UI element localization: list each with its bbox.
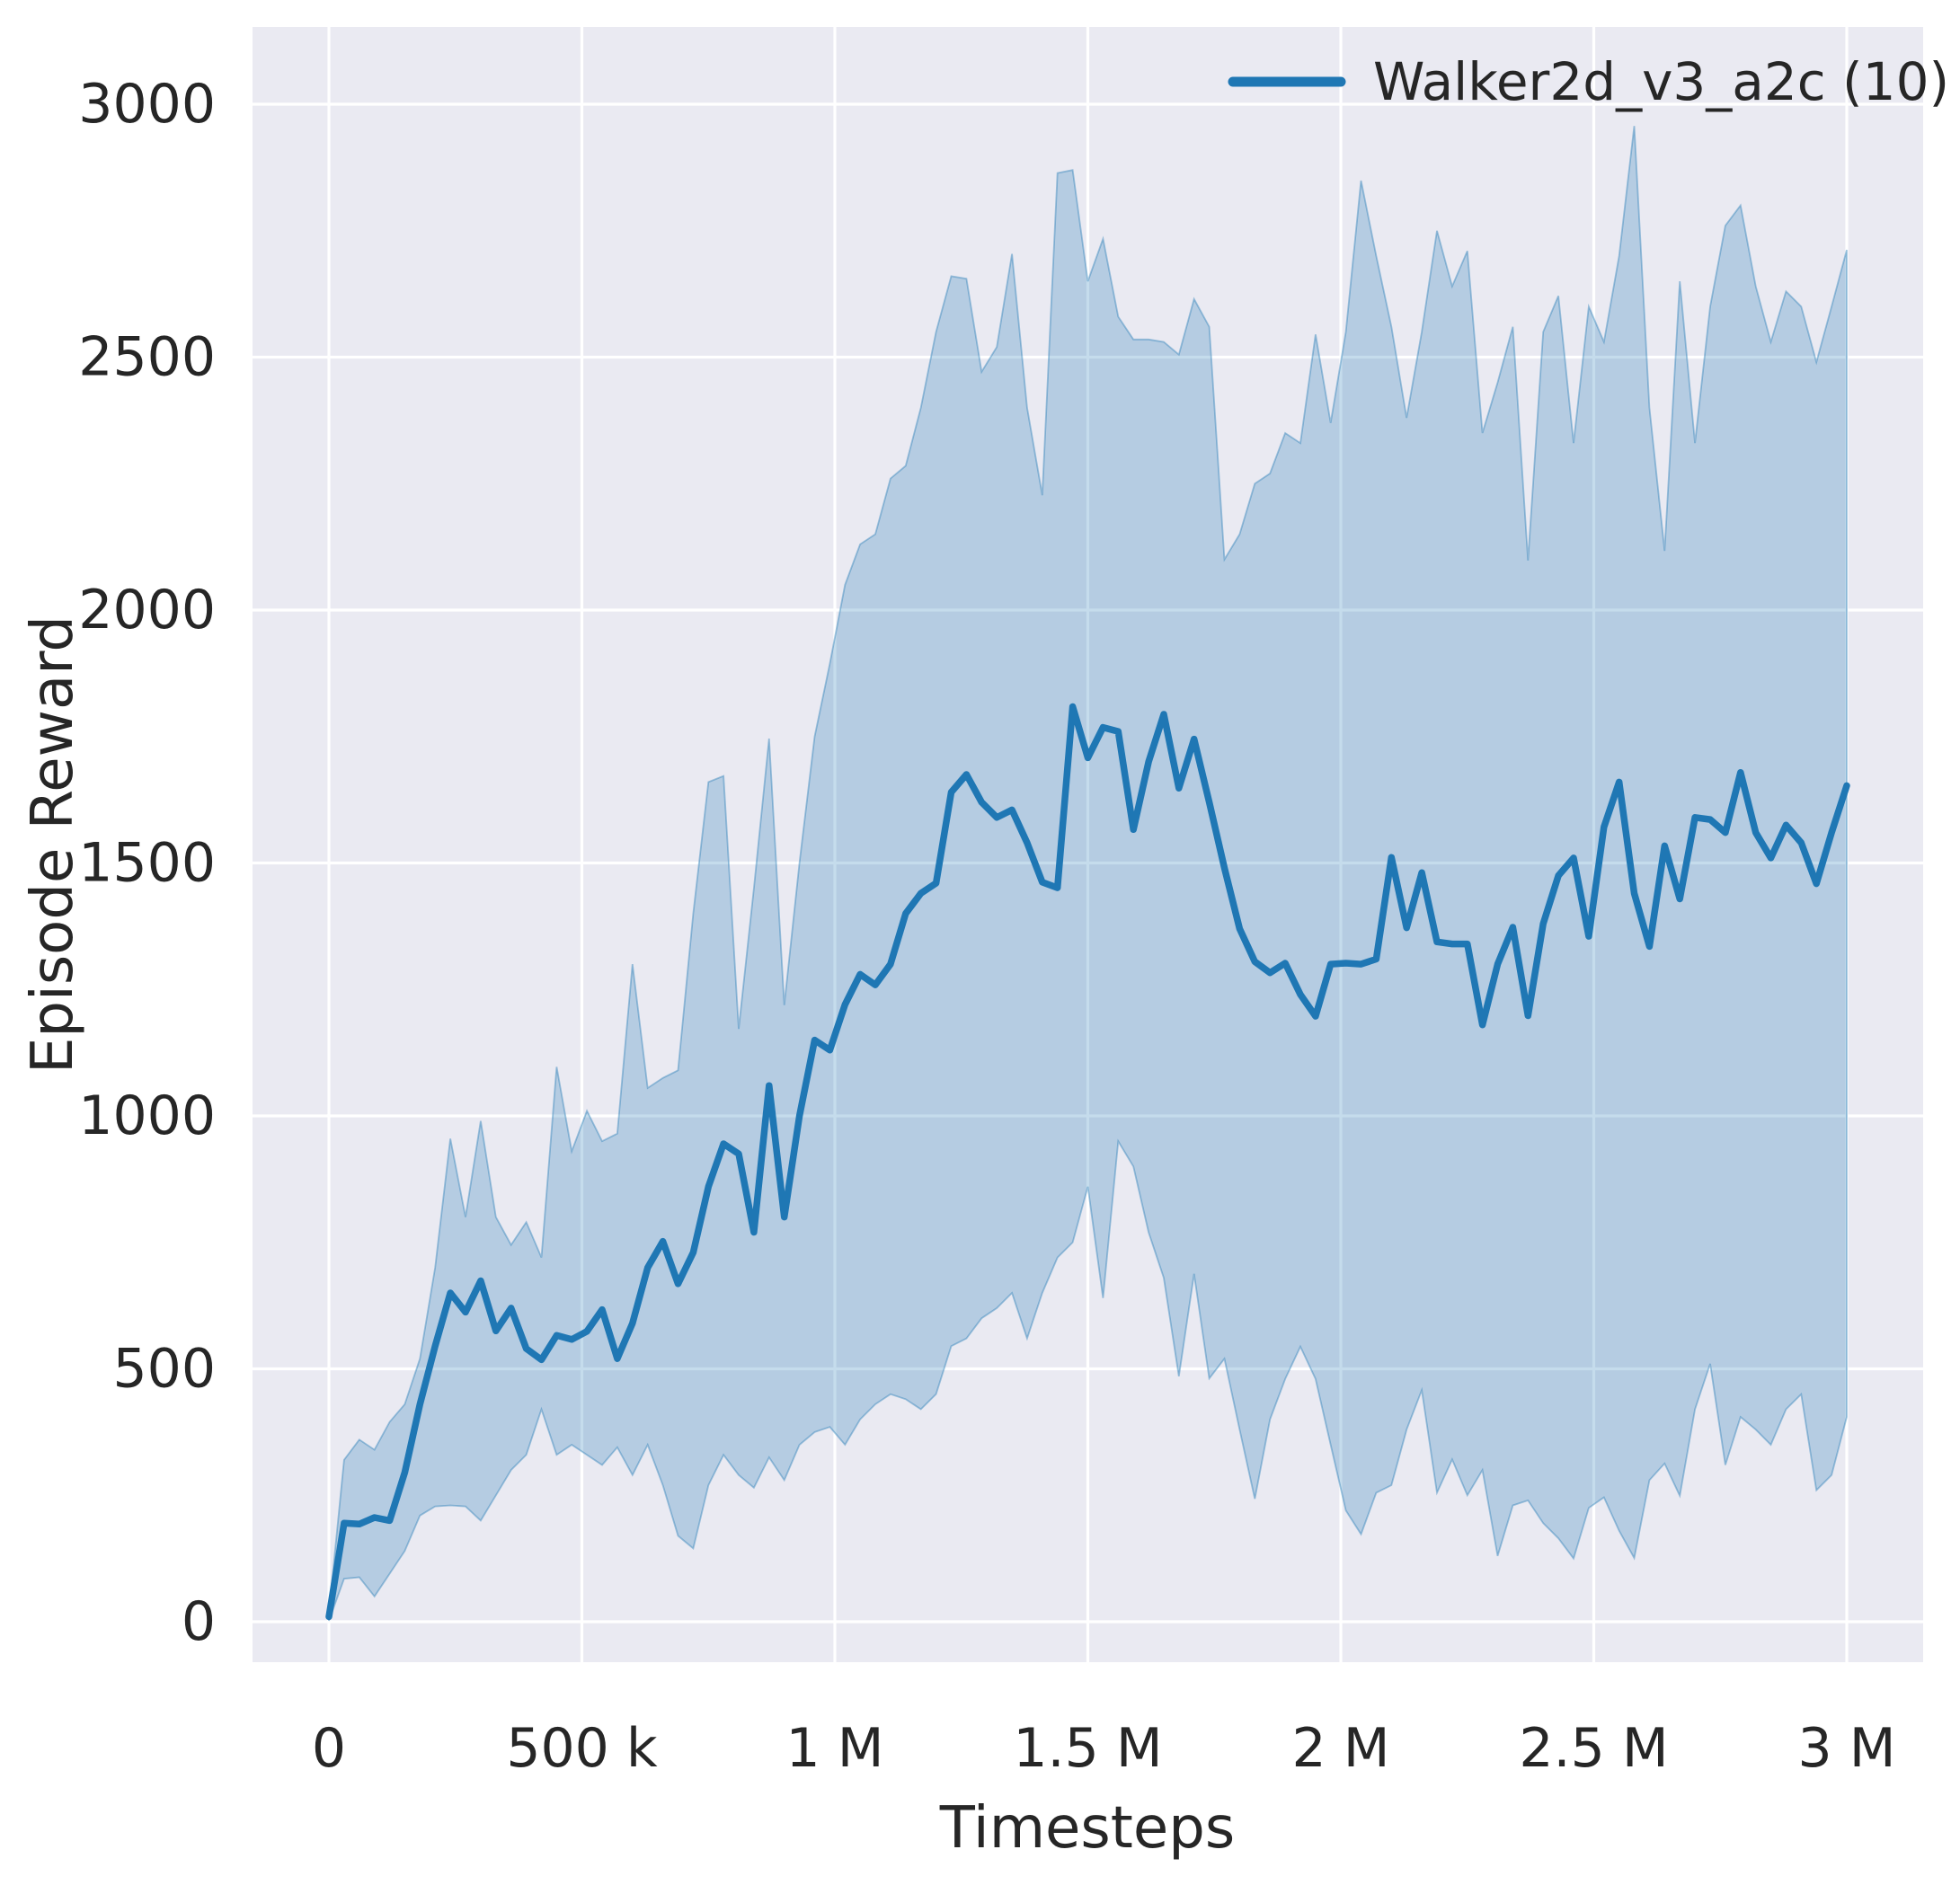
confidence-band [328,126,1848,1622]
x-tick-label: 3 M [1797,1717,1895,1780]
x-tick-label: 2 M [1291,1717,1389,1780]
x-axis-label: Timesteps [939,1795,1235,1862]
x-tick-label: 2.5 M [1519,1717,1668,1780]
y-tick-label: 3000 [78,73,216,136]
legend-label: Walker2d_v3_a2c (10) [1373,51,1949,112]
y-tick-label: 1000 [78,1084,216,1147]
x-tick-label: 0 [312,1717,346,1780]
x-tick-label: 1.5 M [1013,1717,1162,1780]
y-tick-labels: 0 500 1000 1500 2000 2500 3000 [78,73,216,1653]
x-tick-label: 500 k [506,1717,658,1780]
y-axis-label: Episode Reward [20,615,86,1074]
y-tick-label: 0 [182,1590,216,1653]
x-tick-label: 1 M [785,1717,883,1780]
y-tick-label: 2500 [78,326,216,389]
y-tick-label: 1500 [78,832,216,895]
legend: Walker2d_v3_a2c (10) [1228,51,1949,112]
grid [253,27,1923,1662]
y-tick-label: 500 [112,1338,216,1401]
x-tick-labels: 0 500 k 1 M 1.5 M 2 M 2.5 M 3 M [312,1717,1896,1780]
mean-line [325,703,1850,1621]
y-tick-label: 2000 [78,579,216,642]
